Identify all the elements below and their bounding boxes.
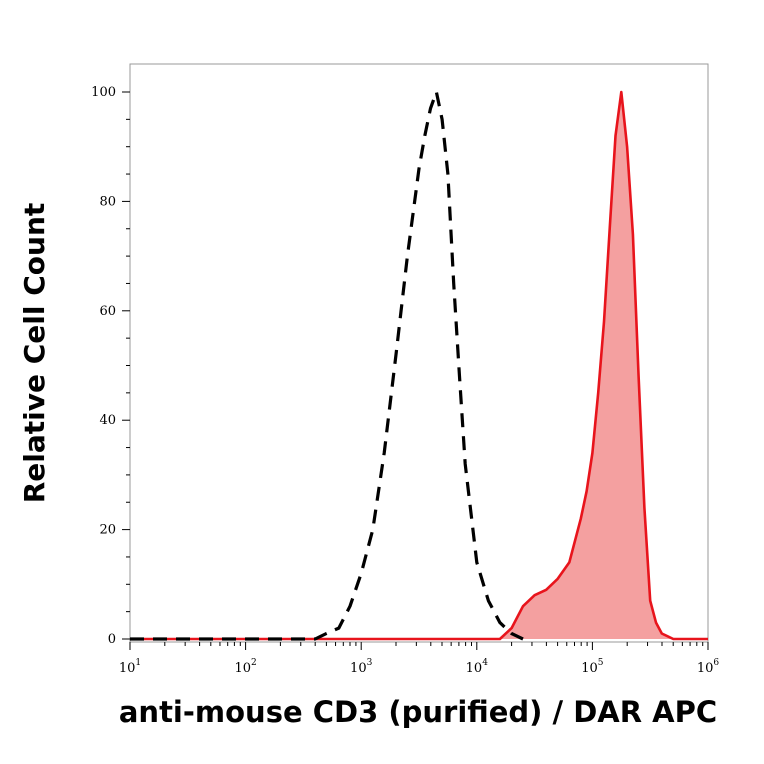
y-tick-label: 40 xyxy=(99,413,116,428)
x-tick-label: 105 xyxy=(581,658,604,676)
y-tick-label: 80 xyxy=(99,194,116,209)
x-axis: 101 102 103 104 105 106 xyxy=(119,642,720,676)
x-tick-label: 106 xyxy=(697,658,720,676)
plot-frame xyxy=(129,63,709,643)
x-tick-label: 102 xyxy=(234,658,256,676)
series-1-line xyxy=(130,90,708,641)
y-tick-label: 100 xyxy=(91,85,116,100)
x-axis-title: anti-mouse CD3 (purified) / DAR APC xyxy=(119,695,717,729)
y-tick-label: 60 xyxy=(99,304,116,319)
series-layer xyxy=(130,90,708,641)
y-tick-label: 0 xyxy=(108,632,116,647)
y-axis-title: Relative Cell Count xyxy=(18,203,51,504)
series-0-line xyxy=(130,90,524,641)
x-tick-label: 101 xyxy=(119,658,141,676)
x-tick-label: 103 xyxy=(350,658,373,676)
y-tick-label: 20 xyxy=(99,523,116,538)
plot-area xyxy=(129,63,709,643)
y-axis: 0 20 40 60 80 100 xyxy=(91,85,130,647)
x-tick-label: 104 xyxy=(466,658,489,676)
